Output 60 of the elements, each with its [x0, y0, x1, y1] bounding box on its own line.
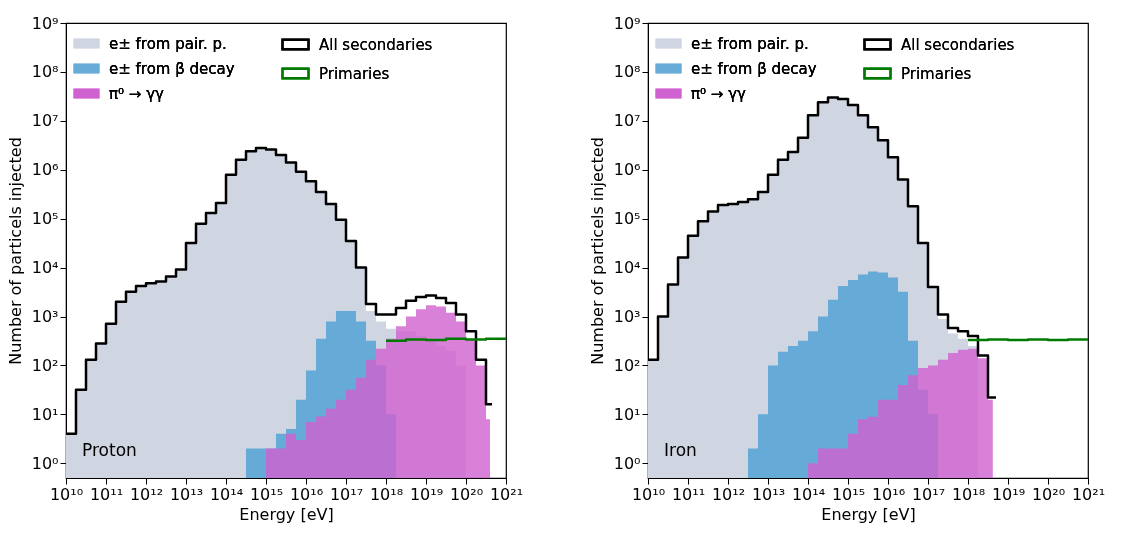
- x-tick-label: 10¹⁶: [289, 484, 324, 504]
- legend-label: Primaries: [901, 64, 972, 83]
- x-tick-label: 10¹⁷: [329, 484, 364, 504]
- y-tick-label: 10⁵: [613, 209, 641, 229]
- x-tick-label: 10¹⁵: [249, 484, 284, 504]
- y-tick-label: 10⁴: [31, 258, 59, 278]
- y-tick-label: 10⁶: [31, 160, 59, 180]
- x-tick-label: 10¹⁶: [871, 484, 906, 504]
- x-tick-label: 10¹³: [169, 484, 204, 504]
- y-tick-label: 10¹: [31, 404, 59, 424]
- y-axis-title: Number of particels injected: [5, 137, 25, 365]
- x-tick-label: 10¹⁷: [911, 484, 946, 504]
- y-tick-label: 10⁴: [613, 258, 641, 278]
- x-tick-label: 10¹¹: [89, 484, 124, 504]
- legend-label: π⁰ → γγ: [109, 84, 165, 103]
- x-tick-label: 10¹⁹: [991, 484, 1026, 504]
- legend-label: e± from β decay: [691, 59, 817, 78]
- legend-label: π⁰ → γγ: [691, 84, 747, 103]
- x-tick-label: 10¹¹: [671, 484, 706, 504]
- legend-label: All secondaries: [901, 35, 1015, 54]
- y-tick-label: 10⁷: [613, 111, 641, 131]
- y-tick-label: 10⁹: [31, 13, 59, 33]
- y-tick-label: 10³: [613, 307, 641, 327]
- legend-label: e± from β decay: [109, 59, 235, 78]
- x-tick-label: 10¹²: [711, 484, 746, 504]
- y-tick-label: 10²: [31, 355, 59, 375]
- legend-label: e± from pair. p.: [691, 34, 809, 53]
- x-tick-label: 10¹⁸: [369, 484, 404, 504]
- y-tick-label: 10⁸: [613, 62, 641, 82]
- x-tick-label: 10²¹: [1071, 484, 1106, 504]
- x-tick-label: 10¹³: [751, 484, 786, 504]
- x-tick-label: 10¹⁸: [951, 484, 986, 504]
- annotation: Proton: [82, 440, 137, 460]
- y-tick-label: 10⁶: [613, 160, 641, 180]
- x-tick-label: 10²⁰: [449, 484, 484, 504]
- annotation: Iron: [664, 440, 697, 460]
- x-axis-title: Energy [eV]: [821, 504, 916, 524]
- y-tick-label: 10³: [31, 307, 59, 327]
- x-tick-label: 10¹⁵: [831, 484, 866, 504]
- x-axis-title: Energy [eV]: [239, 504, 334, 524]
- x-tick-label: 10¹⁰: [631, 484, 666, 504]
- y-tick-label: 10⁹: [613, 13, 641, 33]
- legend-label: e± from pair. p.: [109, 34, 227, 53]
- x-tick-label: 10¹²: [129, 484, 164, 504]
- x-tick-label: 10²¹: [489, 484, 524, 504]
- y-tick-label: 10¹: [613, 404, 641, 424]
- y-axis-title: Number of particels injected: [587, 137, 607, 365]
- x-tick-label: 10¹⁴: [209, 484, 244, 504]
- y-tick-label: 10⁵: [31, 209, 59, 229]
- legend-label: All secondaries: [319, 35, 433, 54]
- y-tick-label: 10⁷: [31, 111, 59, 131]
- legend-label: Primaries: [319, 64, 390, 83]
- x-tick-label: 10²⁰: [1031, 484, 1066, 504]
- y-tick-label: 10²: [613, 355, 641, 375]
- x-tick-label: 10¹⁴: [791, 484, 826, 504]
- y-tick-label: 10⁰: [613, 453, 641, 473]
- y-tick-label: 10⁸: [31, 62, 59, 82]
- x-tick-label: 10¹⁹: [409, 484, 444, 504]
- y-tick-label: 10⁰: [31, 453, 59, 473]
- x-tick-label: 10¹⁰: [49, 484, 84, 504]
